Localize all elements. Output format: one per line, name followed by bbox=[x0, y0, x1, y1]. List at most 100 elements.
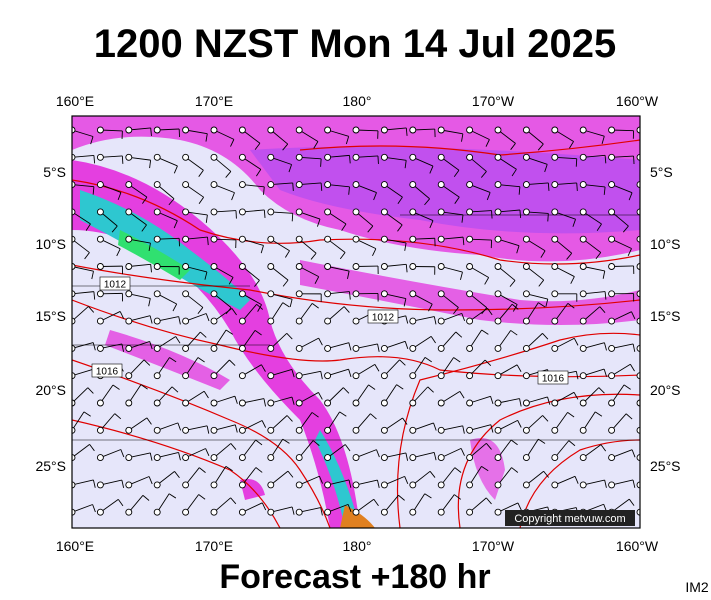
barb-station bbox=[437, 317, 445, 325]
barb-shaft bbox=[298, 129, 319, 142]
barb-station bbox=[352, 181, 360, 189]
barb-flag bbox=[632, 479, 636, 488]
barb-shaft bbox=[128, 184, 148, 198]
isobar-label-box bbox=[91, 363, 123, 378]
barb-station bbox=[153, 399, 161, 407]
barb-station bbox=[522, 235, 530, 243]
barb-flag bbox=[149, 160, 152, 169]
barb-flag bbox=[461, 214, 464, 223]
barb-shaft bbox=[185, 448, 206, 459]
barb-flag bbox=[200, 331, 207, 338]
lat-label-right: 20°S bbox=[650, 382, 681, 398]
barb-flag bbox=[291, 506, 295, 515]
barb-shaft bbox=[384, 359, 400, 377]
barb-shaft bbox=[156, 293, 177, 305]
barb-flag bbox=[172, 303, 178, 312]
barb-flag bbox=[604, 342, 607, 351]
isobar-label-box bbox=[537, 370, 569, 385]
barb-flag bbox=[404, 242, 407, 251]
barb-station bbox=[182, 426, 190, 434]
barb-flag bbox=[373, 499, 379, 507]
barb-station bbox=[636, 344, 640, 352]
barb-station bbox=[125, 344, 133, 352]
barb-shaft bbox=[72, 291, 94, 295]
barb-flag bbox=[142, 495, 150, 501]
barb-shaft bbox=[554, 391, 575, 404]
barb-shaft bbox=[469, 395, 491, 404]
barb-shaft bbox=[611, 479, 634, 486]
barb-flag bbox=[567, 303, 575, 309]
barb-shaft bbox=[213, 466, 227, 486]
barb-flag bbox=[93, 155, 96, 164]
barb-shaft bbox=[384, 417, 403, 431]
barb-shaft bbox=[355, 129, 379, 132]
barb-station bbox=[608, 290, 616, 298]
barb-flag bbox=[116, 248, 121, 257]
barb-shaft bbox=[157, 452, 179, 459]
barb-station bbox=[72, 344, 76, 352]
barb-shaft bbox=[583, 342, 605, 349]
barb-flag bbox=[207, 237, 209, 246]
barb-shaft bbox=[412, 386, 429, 404]
barb-shaft bbox=[384, 340, 406, 349]
barb-station bbox=[409, 317, 417, 325]
barb-flag bbox=[205, 214, 208, 223]
barb-shaft bbox=[497, 439, 512, 458]
barb-shaft bbox=[497, 266, 516, 281]
barb-flag bbox=[373, 192, 377, 201]
barb-flag bbox=[348, 186, 350, 195]
barb-station bbox=[182, 508, 190, 516]
barb-flag bbox=[628, 192, 633, 201]
barb-shaft bbox=[128, 495, 144, 513]
barb-flag bbox=[567, 412, 575, 418]
barb-station bbox=[125, 263, 133, 270]
barb-shaft bbox=[185, 313, 207, 322]
barb-station bbox=[437, 208, 445, 216]
barb-shaft bbox=[554, 303, 569, 322]
barb-flag bbox=[178, 452, 181, 461]
barb-shaft bbox=[526, 438, 539, 458]
barb-station bbox=[153, 454, 161, 462]
barb-shaft bbox=[639, 347, 640, 349]
barb-station bbox=[522, 426, 530, 434]
barb-flag bbox=[341, 223, 347, 231]
barb-shaft bbox=[327, 479, 350, 486]
barb-flag bbox=[288, 164, 293, 173]
barb-station bbox=[380, 454, 388, 462]
barb-station bbox=[295, 372, 303, 380]
barb-flag bbox=[631, 311, 636, 320]
barb-shaft bbox=[213, 329, 227, 349]
barb-flag bbox=[198, 494, 206, 500]
barb-flag bbox=[92, 342, 96, 351]
barb-station bbox=[579, 317, 587, 325]
barb-shaft bbox=[440, 390, 461, 404]
barb-station bbox=[295, 181, 303, 189]
barb-flag bbox=[623, 384, 631, 390]
barb-shaft bbox=[384, 494, 399, 513]
barb-station bbox=[324, 454, 332, 462]
barb-flag bbox=[481, 329, 489, 335]
barb-station bbox=[494, 344, 502, 352]
barb-station bbox=[210, 399, 218, 407]
barb-station bbox=[96, 344, 104, 352]
barb-flag bbox=[427, 386, 434, 393]
barb-shaft bbox=[384, 293, 406, 299]
barb-station bbox=[380, 181, 388, 189]
barb-station bbox=[210, 372, 218, 380]
barb-flag bbox=[573, 392, 579, 400]
barb-flag bbox=[490, 396, 494, 405]
barb-flag bbox=[112, 384, 120, 390]
barb-shaft bbox=[270, 415, 288, 431]
barb-shaft bbox=[554, 440, 570, 458]
barb-station bbox=[380, 372, 388, 380]
barb-flag bbox=[282, 302, 290, 308]
barb-flag bbox=[399, 359, 406, 366]
barb-shaft bbox=[412, 316, 435, 322]
barb-shaft bbox=[440, 494, 455, 513]
barb-flag bbox=[117, 499, 124, 507]
barb-shaft bbox=[497, 184, 520, 188]
barb-shaft bbox=[469, 359, 486, 377]
barb-flag bbox=[454, 196, 460, 204]
barb-flag bbox=[630, 364, 635, 372]
barb-flag bbox=[486, 443, 492, 450]
